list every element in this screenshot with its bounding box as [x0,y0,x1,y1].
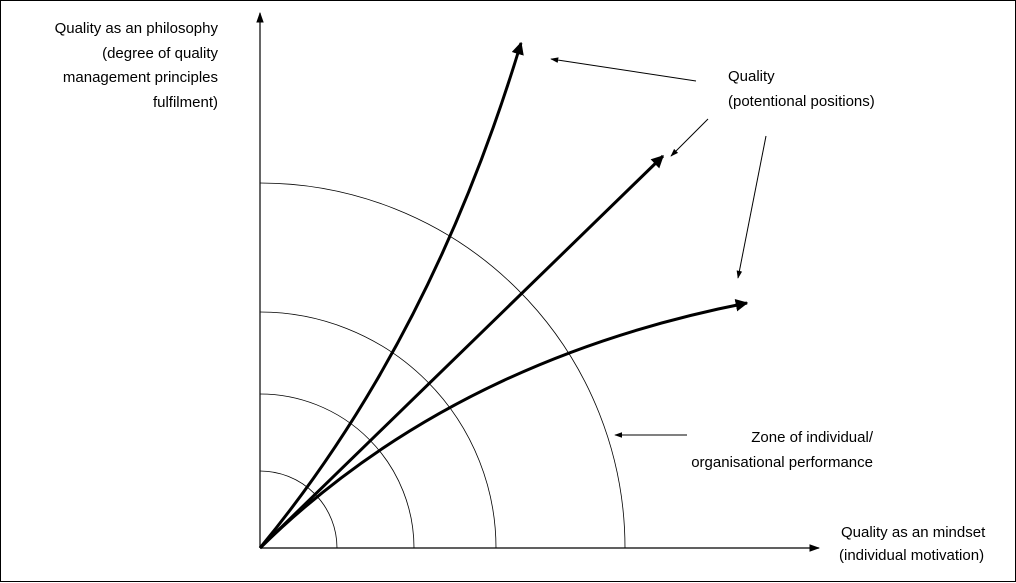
quality-note-line-1: Quality [728,68,775,85]
performance-arc-3 [259,311,497,549]
performance-arc-4 [259,182,626,549]
y-axis-label-line-4: fulfilment) [153,94,218,111]
quality-note-line-2: (potentional positions) [728,93,875,110]
x-axis-label: Quality as an mindset (individual motiva… [839,524,986,564]
zone-note-line-1: Zone of individual/ [751,429,874,446]
quality-pointer-arrow-2 [670,118,709,157]
quality-note: Quality (potentional positions) [728,68,875,110]
quality-pointer-arrow-3 [736,135,767,279]
y-axis-label-line-2: (degree of quality [102,45,218,62]
quality-position-arrow-flat [258,299,749,550]
performance-arc-2 [259,393,415,549]
zone-note: Zone of individual/ organisational perfo… [691,429,874,471]
y-axis-label-line-3: management principles [63,69,218,86]
quality-position-arrow-diagonal [258,154,665,550]
y-axis-label: Quality as an philosophy (degree of qual… [55,20,219,111]
quality-pointer-arrow-1 [550,57,697,82]
x-axis-label-line-1: Quality as an mindset [841,524,986,541]
zone-note-line-2: organisational performance [691,454,873,471]
y-axis-label-line-1: Quality as an philosophy [55,20,219,37]
quality-position-arrow-steep [258,41,524,549]
x-axis-label-line-2: (individual motivation) [839,547,984,564]
